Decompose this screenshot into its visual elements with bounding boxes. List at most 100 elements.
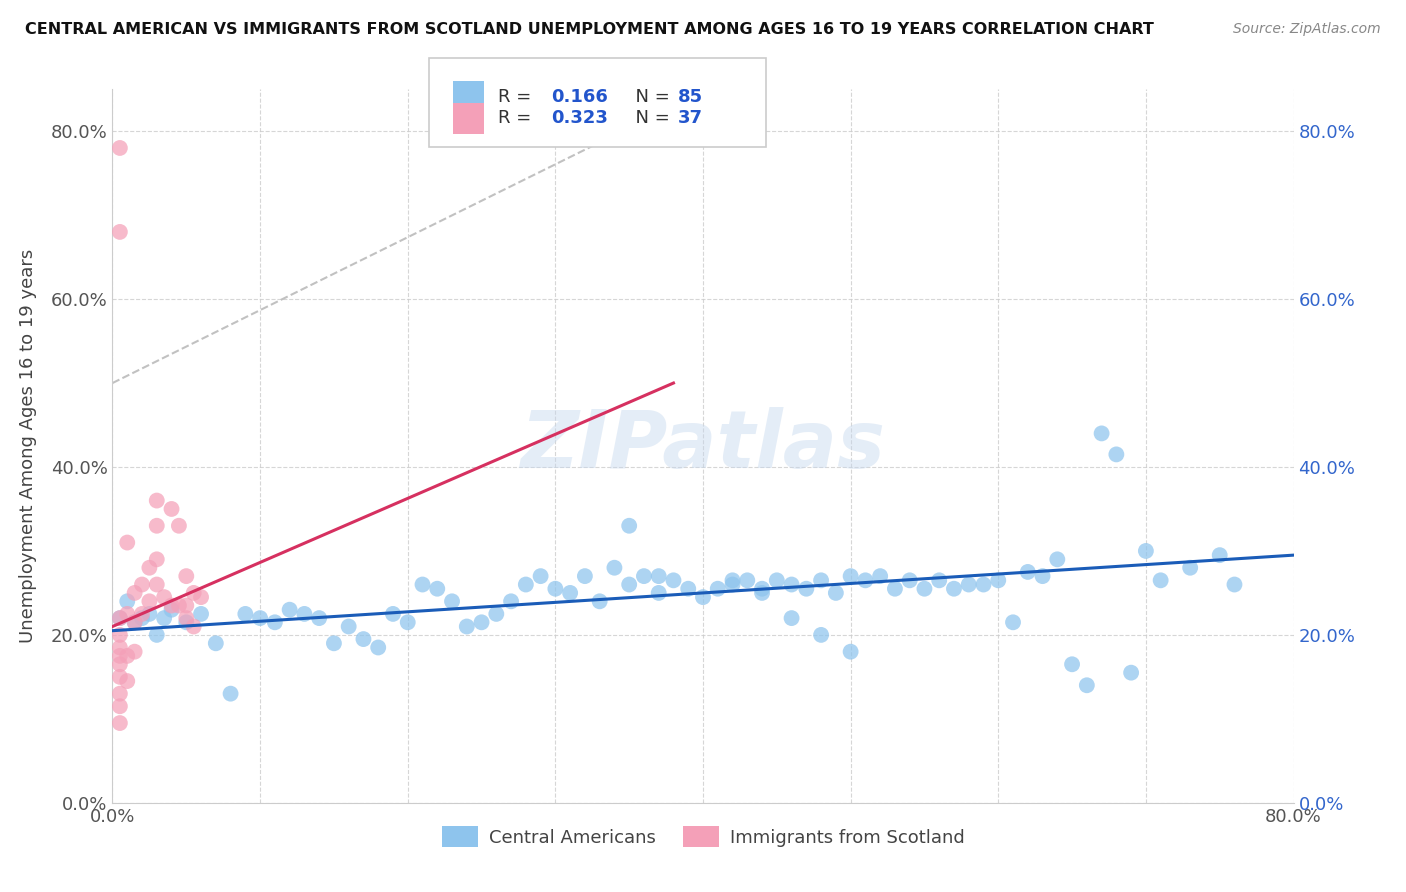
Point xyxy=(1135,544,1157,558)
Point xyxy=(574,569,596,583)
Point xyxy=(264,615,287,630)
Point xyxy=(160,599,183,613)
Text: R =: R = xyxy=(498,87,537,106)
Point xyxy=(737,574,759,588)
Point xyxy=(174,599,197,613)
Text: ZIPatlas: ZIPatlas xyxy=(520,407,886,485)
Point xyxy=(352,632,374,646)
Point xyxy=(108,611,131,625)
Text: 85: 85 xyxy=(678,87,703,106)
Point xyxy=(249,611,271,625)
Point xyxy=(796,582,818,596)
Point xyxy=(810,574,832,588)
Point xyxy=(647,569,671,583)
Point xyxy=(138,594,160,608)
Point xyxy=(190,590,212,604)
Point xyxy=(108,141,131,155)
Point xyxy=(1178,560,1201,574)
Point xyxy=(678,582,700,596)
Point xyxy=(928,574,950,588)
Point xyxy=(219,687,242,701)
Point xyxy=(780,577,803,591)
Point xyxy=(124,615,146,630)
Point xyxy=(426,582,449,596)
Point xyxy=(153,590,176,604)
Point xyxy=(588,594,610,608)
Point xyxy=(751,582,773,596)
Point xyxy=(108,640,131,655)
Point xyxy=(1062,657,1084,672)
Point xyxy=(108,687,131,701)
Point xyxy=(323,636,346,650)
Point xyxy=(1105,447,1128,461)
Point xyxy=(1208,548,1232,562)
Point xyxy=(138,607,160,621)
Point xyxy=(529,569,551,583)
Point xyxy=(824,586,846,600)
Point xyxy=(183,619,205,633)
Text: R =: R = xyxy=(498,109,537,128)
Legend: Central Americans, Immigrants from Scotland: Central Americans, Immigrants from Scotl… xyxy=(434,819,972,855)
Point xyxy=(470,615,494,630)
Point xyxy=(485,607,508,621)
Point xyxy=(706,582,728,596)
Point xyxy=(117,535,138,549)
Point xyxy=(278,603,301,617)
Point xyxy=(957,577,980,591)
Text: Source: ZipAtlas.com: Source: ZipAtlas.com xyxy=(1233,22,1381,37)
Point xyxy=(292,607,315,621)
Point xyxy=(183,586,205,600)
Point xyxy=(117,607,138,621)
Point xyxy=(382,607,405,621)
Point xyxy=(124,586,146,600)
Point xyxy=(108,699,131,714)
Point xyxy=(1032,569,1054,583)
Point xyxy=(146,628,169,642)
Point xyxy=(973,577,995,591)
Point xyxy=(108,611,131,625)
Point xyxy=(692,590,714,604)
Point xyxy=(1046,552,1069,566)
Point xyxy=(108,670,131,684)
Point xyxy=(1001,615,1024,630)
Point xyxy=(124,645,146,659)
Point xyxy=(780,611,803,625)
Point xyxy=(174,569,197,583)
Point xyxy=(337,619,360,633)
Point xyxy=(131,577,153,591)
Point xyxy=(233,607,256,621)
Point xyxy=(396,615,419,630)
Point xyxy=(146,577,169,591)
Point xyxy=(544,582,567,596)
Point xyxy=(914,582,936,596)
Point xyxy=(751,586,773,600)
Point xyxy=(308,611,330,625)
Point xyxy=(766,574,789,588)
Point xyxy=(167,599,190,613)
Text: N =: N = xyxy=(624,109,676,128)
Y-axis label: Unemployment Among Ages 16 to 19 years: Unemployment Among Ages 16 to 19 years xyxy=(18,249,37,643)
Point xyxy=(987,574,1010,588)
Point xyxy=(942,582,965,596)
Point xyxy=(603,560,626,574)
Point xyxy=(108,716,131,731)
Point xyxy=(367,640,389,655)
Point xyxy=(1017,565,1039,579)
Point xyxy=(441,594,464,608)
Point xyxy=(117,594,138,608)
Point xyxy=(153,611,176,625)
Text: 0.166: 0.166 xyxy=(551,87,607,106)
Point xyxy=(721,577,744,591)
Point xyxy=(1091,426,1114,441)
Point xyxy=(146,552,169,566)
Point xyxy=(108,628,131,642)
Point xyxy=(869,569,891,583)
Point xyxy=(160,603,183,617)
Text: CENTRAL AMERICAN VS IMMIGRANTS FROM SCOTLAND UNEMPLOYMENT AMONG AGES 16 TO 19 YE: CENTRAL AMERICAN VS IMMIGRANTS FROM SCOT… xyxy=(25,22,1154,37)
Point xyxy=(501,594,523,608)
Point xyxy=(619,577,641,591)
Point xyxy=(839,569,862,583)
Point xyxy=(174,615,197,630)
Point xyxy=(411,577,433,591)
Point xyxy=(633,569,655,583)
